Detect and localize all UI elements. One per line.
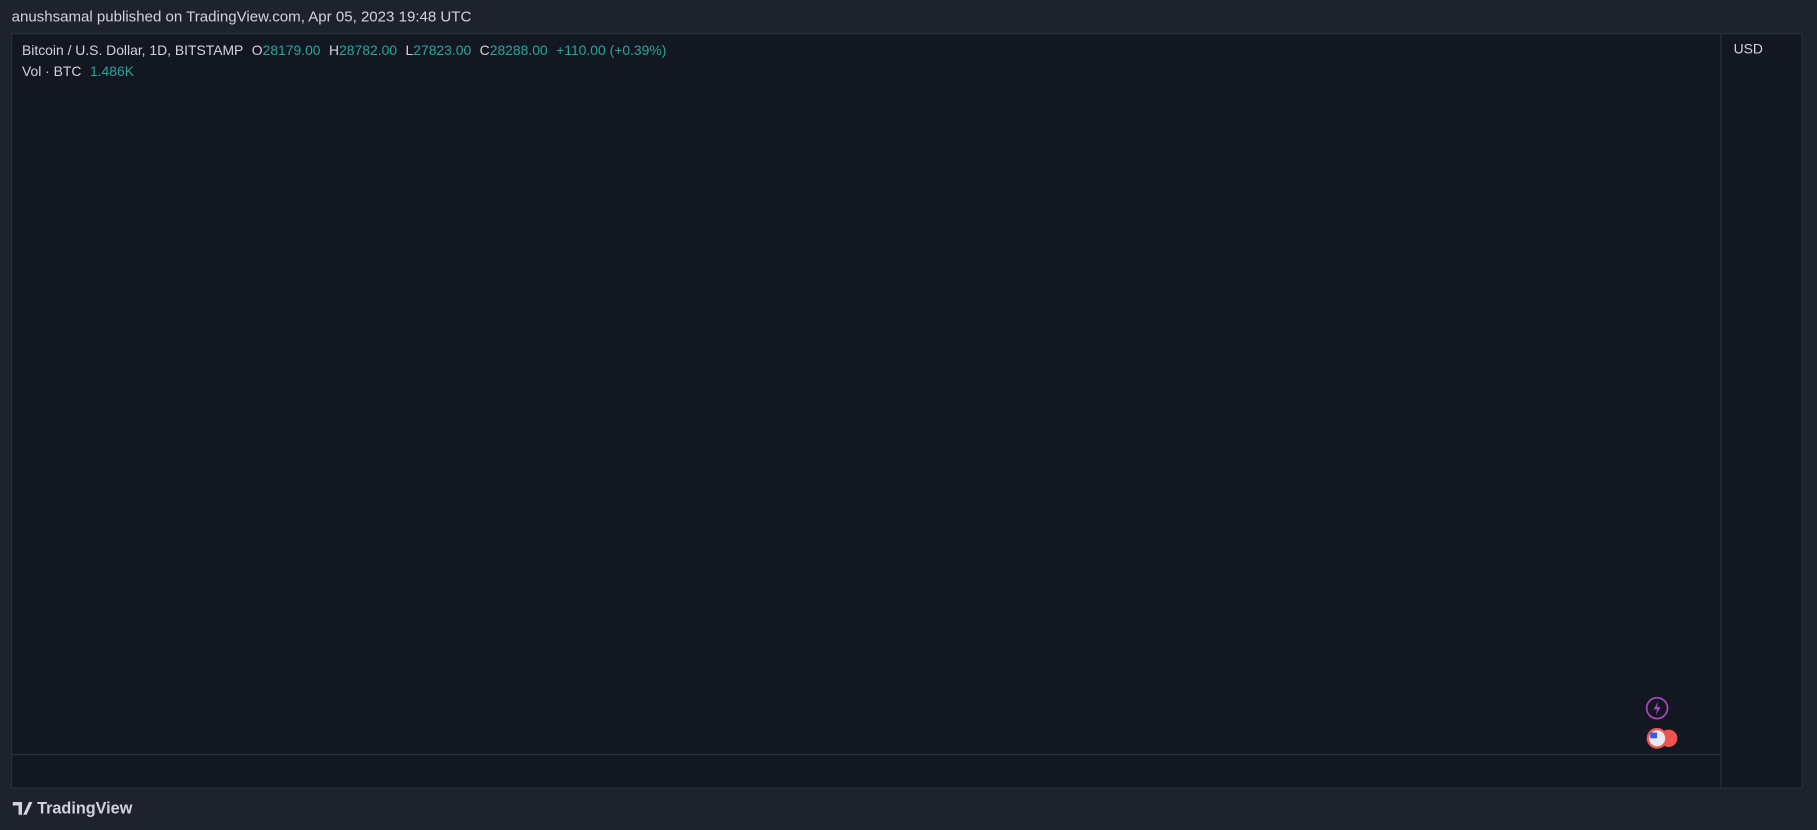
ohlc-value: 27823.00 bbox=[413, 42, 471, 58]
ohlc-value: 28782.00 bbox=[339, 42, 397, 58]
brand: TradingView bbox=[37, 799, 133, 817]
ohlc-label: O bbox=[252, 42, 263, 58]
volume-label: Vol · BTC bbox=[22, 63, 81, 79]
ohlc-value: 28179.00 bbox=[263, 42, 321, 58]
flag-canton bbox=[1650, 732, 1658, 739]
ohlc-label: H bbox=[329, 42, 339, 58]
publish-info: anushsamal published on TradingView.com,… bbox=[12, 9, 472, 26]
change: +110.00 (+0.39%) bbox=[556, 42, 666, 58]
chart-panel bbox=[11, 33, 1803, 789]
ohlc-label: C bbox=[480, 42, 490, 58]
symbol-legend: Bitcoin / U.S. Dollar, 1D, BITSTAMP O281… bbox=[22, 42, 666, 58]
currency: USD bbox=[1734, 41, 1763, 57]
event-icons bbox=[1645, 696, 1679, 749]
volume-value: 1.486K bbox=[90, 63, 135, 79]
footer: TradingView bbox=[12, 799, 133, 817]
ohlc-label: L bbox=[406, 42, 414, 58]
symbol: Bitcoin / U.S. Dollar, 1D, BITSTAMP bbox=[22, 42, 243, 58]
ohlc-value: 28288.00 bbox=[490, 42, 548, 58]
volume-legend: Vol · BTC 1.486K bbox=[22, 63, 135, 79]
lightning bbox=[1653, 701, 1661, 716]
logo bbox=[12, 802, 33, 815]
